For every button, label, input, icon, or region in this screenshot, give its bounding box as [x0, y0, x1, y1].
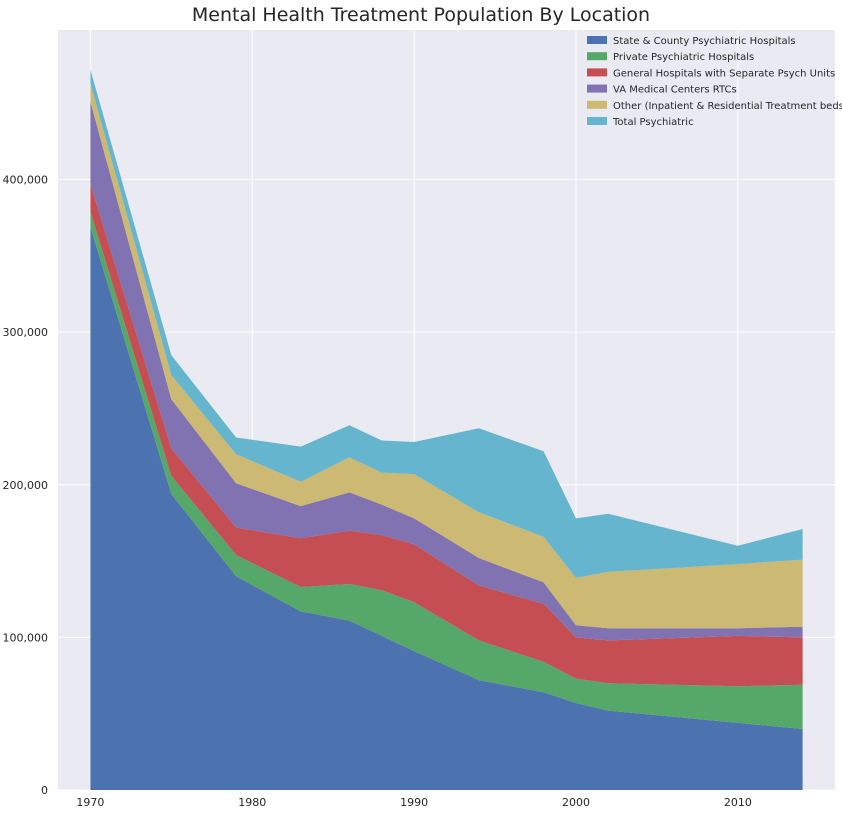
legend-label: General Hospitals with Separate Psych Un…: [613, 68, 835, 79]
legend-label: Other (Inpatient & Residential Treatment…: [613, 101, 842, 112]
area-series-1: [90, 211, 803, 730]
y-tick-label: 100,000: [3, 631, 49, 644]
chart-title: Mental Health Treatment Population By Lo…: [191, 4, 651, 26]
area-series-3: [90, 101, 803, 641]
legend: State & County Psychiatric Hospitals Priv…: [587, 36, 842, 128]
legend-label: Total Psychiatric: [612, 117, 694, 128]
area-series: [90, 69, 803, 790]
area-series-4: [90, 83, 803, 629]
legend-swatch: [587, 100, 607, 109]
x-tick-label: 2010: [724, 796, 752, 809]
y-tick-label: 0: [41, 784, 48, 797]
legend-swatch: [587, 36, 607, 44]
x-tick-label: 1980: [238, 796, 266, 809]
legend-swatch: [587, 68, 607, 77]
legend-label: State & County Psychiatric Hospitals: [613, 36, 796, 47]
area-series-5: [90, 69, 803, 578]
y-tick-label: 400,000: [3, 174, 49, 187]
y-axis-ticks: 0 100,000 200,000 300,000 400,000: [3, 174, 49, 797]
area-series-2: [90, 184, 803, 687]
x-tick-label: 1970: [76, 796, 104, 809]
area-series-0: [90, 226, 803, 790]
x-axis-ticks: 1970 1980 1990 2000 2010: [76, 796, 752, 809]
x-tick-label: 1990: [400, 796, 428, 809]
legend-swatch: [587, 117, 607, 125]
legend-label: Private Psychiatric Hospitals: [613, 52, 754, 63]
legend-swatch: [587, 52, 607, 61]
x-tick-label: 2000: [562, 796, 590, 809]
y-tick-label: 300,000: [3, 326, 49, 339]
legend-swatch: [587, 84, 607, 93]
legend-label: VA Medical Centers RTCs: [613, 85, 737, 96]
y-tick-label: 200,000: [3, 479, 49, 492]
